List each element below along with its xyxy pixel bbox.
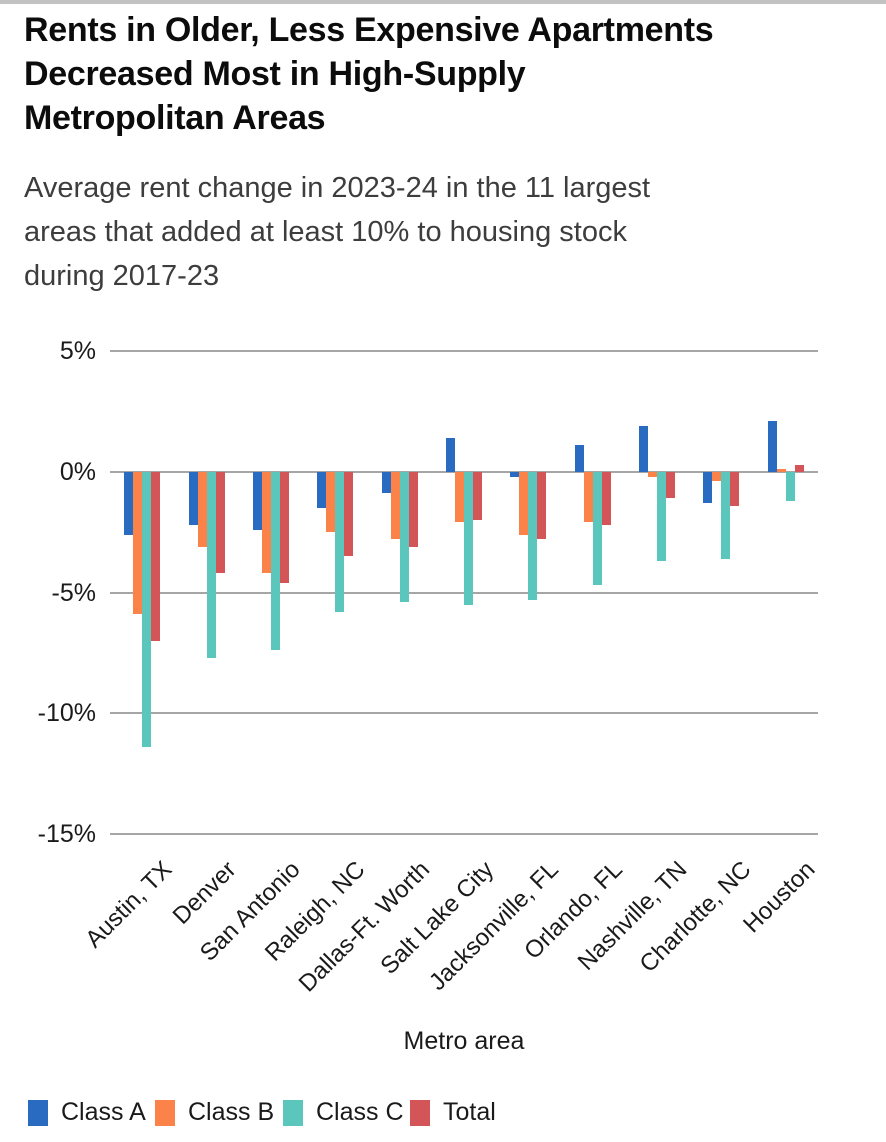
bar-class-c bbox=[206, 471, 216, 658]
y-tick-label: 0% bbox=[59, 457, 96, 486]
bar-total bbox=[279, 471, 289, 583]
bar-total bbox=[601, 471, 611, 525]
bar-class-c bbox=[270, 471, 280, 651]
bar-class-a bbox=[446, 437, 455, 472]
x-tick-label: Houston bbox=[738, 856, 821, 939]
bar-class-b bbox=[648, 471, 658, 477]
bar-total bbox=[408, 471, 418, 547]
bar-class-b bbox=[390, 471, 400, 540]
bar-total bbox=[794, 464, 804, 472]
bar-total bbox=[344, 471, 354, 557]
bar-total bbox=[151, 471, 161, 641]
bar-total bbox=[730, 471, 740, 506]
bar-class-c bbox=[335, 471, 345, 612]
legend-swatch-icon bbox=[155, 1099, 175, 1126]
gridline bbox=[110, 350, 818, 352]
bar-class-b bbox=[197, 471, 207, 547]
bar-class-b bbox=[261, 471, 271, 574]
bar-class-c bbox=[657, 471, 667, 562]
bar-total bbox=[537, 471, 547, 540]
bar-class-c bbox=[592, 471, 602, 586]
y-tick-label: -5% bbox=[51, 578, 96, 607]
legend-label: Class A bbox=[61, 1098, 146, 1126]
y-tick-label: -15% bbox=[37, 820, 96, 848]
bar-class-b bbox=[519, 471, 529, 535]
x-axis-title: Metro area bbox=[403, 1027, 525, 1055]
legend-swatch-icon bbox=[28, 1099, 48, 1126]
bar-class-a bbox=[381, 471, 391, 494]
y-tick-label: 5% bbox=[59, 337, 96, 365]
gridline bbox=[110, 833, 818, 835]
bar-class-b bbox=[583, 471, 593, 523]
bar-class-a bbox=[124, 471, 134, 535]
bar-class-c bbox=[142, 471, 152, 748]
legend-label: Class B bbox=[188, 1098, 275, 1126]
legend-item-total: Total bbox=[410, 1098, 496, 1127]
bar-total bbox=[666, 471, 676, 499]
bar-class-b bbox=[326, 471, 336, 533]
chart-subtitle: Average rent change in 2023-24 in the 11… bbox=[24, 172, 651, 292]
legend-item-class-a: Class A bbox=[28, 1098, 146, 1127]
bar-class-c bbox=[785, 471, 795, 501]
chart-title: Rents in Older, Less Expensive Apartment… bbox=[24, 11, 714, 137]
legend-item-class-c: Class C bbox=[283, 1098, 404, 1127]
grouped-bar-chart: 5% 0% -5% -10% -15% Austin, TX Denver San Anton… bbox=[0, 330, 886, 1030]
bar-total bbox=[215, 471, 225, 574]
bar-class-a bbox=[317, 471, 327, 508]
top-divider bbox=[0, 0, 886, 4]
bar-class-c bbox=[721, 471, 731, 559]
bar-class-c bbox=[528, 471, 538, 600]
legend-label: Total bbox=[443, 1098, 496, 1126]
bar-class-a bbox=[252, 471, 262, 530]
bar-class-a bbox=[510, 471, 520, 477]
legend-swatch-icon bbox=[283, 1099, 303, 1126]
bar-class-b bbox=[133, 471, 143, 615]
bar-class-a bbox=[574, 445, 584, 472]
bar-class-a bbox=[188, 471, 198, 525]
x-tick-label: Austin, TX bbox=[80, 856, 178, 954]
bar-class-a bbox=[639, 425, 649, 472]
legend-swatch-icon bbox=[410, 1099, 430, 1126]
bar-class-a bbox=[767, 421, 777, 472]
legend-item-class-b: Class B bbox=[155, 1098, 274, 1127]
bar-total bbox=[473, 471, 482, 521]
bar-class-a bbox=[703, 471, 713, 504]
bar-class-c bbox=[464, 471, 473, 605]
gridline bbox=[110, 712, 818, 715]
bar-class-b bbox=[455, 471, 464, 523]
bar-class-c bbox=[399, 471, 409, 603]
y-tick-label: -10% bbox=[37, 699, 96, 728]
bar-class-b bbox=[776, 469, 786, 472]
legend-label: Class C bbox=[316, 1098, 404, 1126]
bar-class-b bbox=[712, 471, 722, 482]
